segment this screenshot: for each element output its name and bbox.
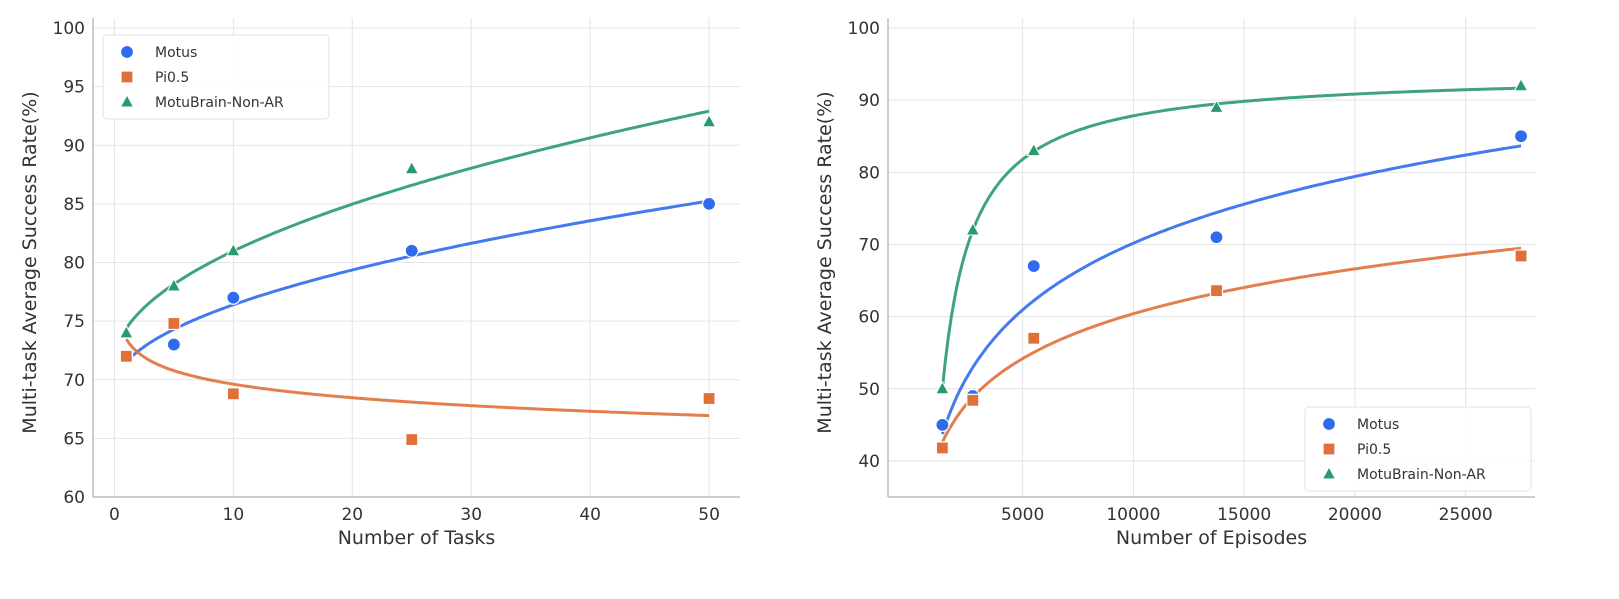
y-axis-title: Multi-task Average Success Rate(%) — [19, 91, 41, 433]
legend-box — [102, 34, 330, 120]
legend-marker-triangle — [1321, 465, 1337, 480]
y-tick-label: 85 — [63, 195, 85, 215]
legend-marker-triangle — [119, 93, 135, 108]
x-tick-label: 50 — [698, 505, 720, 525]
y-tick-label: 100 — [848, 19, 880, 39]
data-point-triangle — [965, 221, 981, 236]
data-point-square — [226, 387, 240, 401]
data-point-triangle — [1026, 142, 1042, 157]
y-tick-label: 100 — [53, 19, 85, 39]
fit-line-motubrain-non-ar — [940, 86, 1522, 389]
data-point-circle — [226, 290, 241, 305]
data-point-triangle — [118, 324, 134, 339]
x-tick-label: 25000 — [1439, 505, 1493, 525]
x-tick-label: 15000 — [1217, 505, 1271, 525]
x-tick-label: 40 — [579, 505, 601, 525]
y-tick-label: 50 — [858, 380, 880, 400]
y-tick-label: 70 — [858, 235, 880, 255]
legend-label: MotuBrain-Non-AR — [1357, 467, 1486, 483]
y-tick-label: 40 — [858, 452, 880, 472]
legend-label: Motus — [155, 45, 197, 61]
x-tick-label: 0 — [109, 505, 120, 525]
data-point-triangle — [935, 380, 950, 395]
data-point-triangle — [404, 160, 420, 175]
fit-line-pi0-5 — [125, 338, 710, 418]
data-point-circle — [1513, 129, 1529, 144]
data-point-square — [167, 316, 181, 331]
chart-2: 5000 10000 15000 20000 25000 40 50 60 70 80 90 100 N… — [814, 18, 1535, 549]
data-point-square — [119, 349, 133, 363]
data-point-triangle — [166, 277, 182, 292]
legend-marker-square — [120, 70, 134, 84]
x-tick-label: 20000 — [1328, 505, 1382, 525]
data-point-triangle — [1209, 99, 1224, 113]
data-point-square — [1514, 249, 1528, 263]
y-tick-label: 95 — [63, 78, 85, 98]
data-point-circle — [404, 243, 419, 258]
data-point-circle — [701, 196, 717, 211]
legend-label: Motus — [1357, 417, 1399, 433]
legend-marker-circle — [119, 44, 135, 60]
data-point-square — [405, 432, 419, 447]
y-tick-label: 90 — [858, 91, 880, 111]
data-point-triangle — [1513, 77, 1529, 92]
y-tick-label: 80 — [63, 254, 85, 274]
x-tick-label: 5000 — [1001, 505, 1044, 525]
legend-marker-circle — [1321, 416, 1337, 432]
y-tick-label: 80 — [858, 163, 880, 183]
legend-label: MotuBrain-Non-AR — [155, 95, 284, 111]
fit-line-pi0-5 — [941, 246, 1522, 443]
legend-marker-square — [1322, 442, 1336, 456]
data-point-triangle — [701, 113, 717, 128]
fit-line-motubrain-non-ar — [125, 109, 710, 330]
data-point-circle — [1026, 259, 1041, 274]
chart-1: 0 10 20 30 40 50 60 65 70 75 80 85 90 95 100 Number of … — [19, 18, 740, 549]
x-axis-title: Number of Tasks — [338, 527, 496, 549]
fit-line-motus — [940, 144, 1522, 435]
x-tick-label: 20 — [341, 505, 363, 525]
y-tick-label: 90 — [63, 136, 85, 156]
x-tick-label: 10000 — [1106, 505, 1160, 525]
data-point-square — [1027, 331, 1041, 345]
data-point-square — [966, 393, 980, 407]
data-point-triangle — [226, 242, 241, 257]
y-tick-label: 60 — [63, 488, 85, 508]
data-point-square — [702, 391, 716, 406]
y-tick-label: 65 — [63, 429, 85, 449]
data-point-square — [935, 441, 949, 455]
x-tick-label: 10 — [223, 505, 245, 525]
y-axis-title: Multi-task Average Success Rate(%) — [814, 91, 836, 433]
legend-label: Pi0.5 — [155, 70, 189, 86]
data-point-circle — [1209, 230, 1224, 245]
data-point-circle — [166, 337, 181, 352]
y-tick-label: 75 — [63, 312, 85, 332]
legend-label: Pi0.5 — [1357, 442, 1391, 458]
y-tick-label: 70 — [63, 371, 85, 391]
data-point-circle — [935, 417, 950, 432]
legend-box — [1304, 406, 1532, 492]
x-tick-label: 30 — [460, 505, 482, 525]
fit-line-motus — [125, 199, 710, 364]
y-tick-label: 60 — [858, 308, 880, 328]
x-axis-title: Number of Episodes — [1116, 527, 1307, 549]
data-point-square — [1209, 284, 1224, 298]
